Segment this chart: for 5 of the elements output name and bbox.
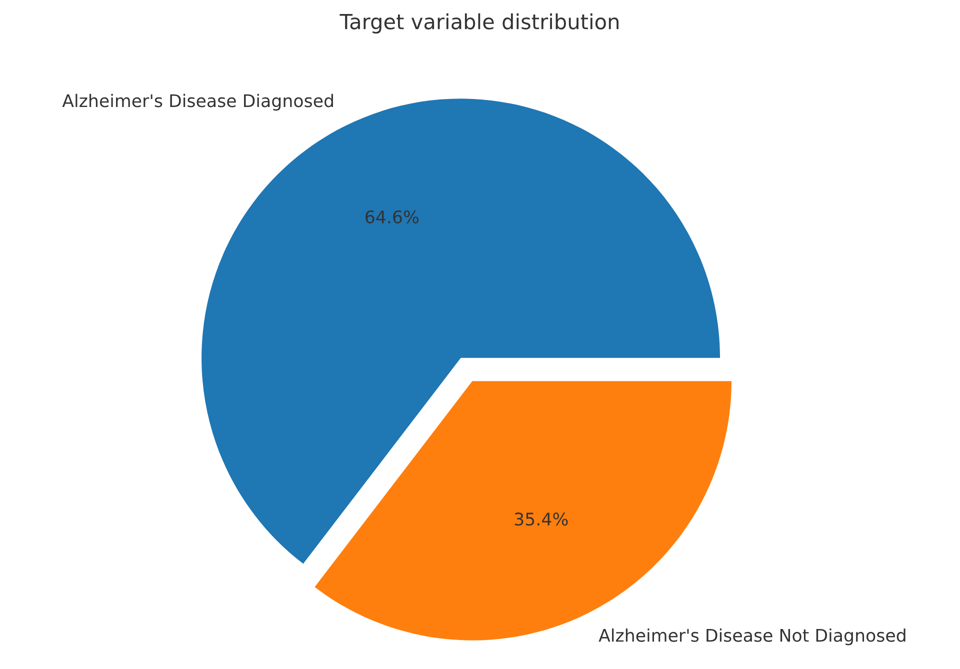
chart-title: Target variable distribution	[340, 13, 618, 34]
slice-label: Alzheimer's Disease Not Diagnosed	[598, 628, 906, 646]
data-label: 35.4%	[514, 512, 568, 526]
slice-label: Alzheimer's Disease Diagnosed	[62, 94, 333, 111]
data-label: 64.6%	[366, 210, 419, 224]
